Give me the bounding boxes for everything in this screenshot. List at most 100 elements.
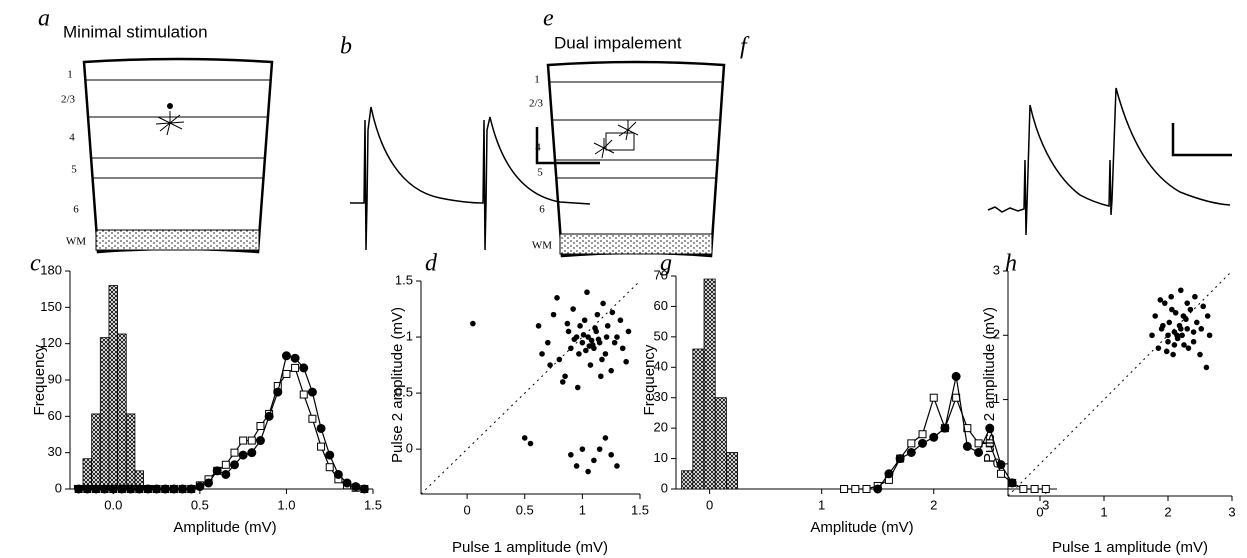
point-marker <box>82 484 92 494</box>
panel-label: c <box>30 251 41 277</box>
x-tick-label: 3 <box>1228 504 1235 519</box>
point-marker <box>996 460 1006 470</box>
scatter-point <box>617 317 624 324</box>
scatter-point <box>589 342 596 348</box>
point-marker <box>169 484 179 494</box>
scatter-point <box>568 451 574 458</box>
scatter-point <box>1185 345 1192 351</box>
point-marker <box>895 454 905 464</box>
scatter-point <box>602 351 609 357</box>
point-marker <box>951 371 961 381</box>
layer-label: WM <box>532 240 552 252</box>
point-marker <box>264 411 274 421</box>
point-marker <box>134 484 144 494</box>
scatter-point <box>562 373 568 380</box>
scatter-point <box>1166 319 1173 326</box>
y-tick-label: 30 <box>654 389 668 404</box>
x-axis-label: Pulse 1 amplitude (mV) <box>1052 539 1208 556</box>
y-tick-label: 50 <box>654 328 668 343</box>
point-marker <box>325 450 335 460</box>
scatter-point <box>581 317 588 324</box>
y-tick-label: 3 <box>993 262 1000 277</box>
layer-label: 6 <box>539 204 545 216</box>
histogram-bar <box>82 458 93 490</box>
scatter-point <box>583 347 589 354</box>
x-tick-label: 0 <box>463 502 470 517</box>
point-marker <box>918 438 928 448</box>
y-tick-label: 1 <box>406 328 413 343</box>
scatter-point <box>1192 293 1198 300</box>
panel-label: g <box>660 251 672 277</box>
point-marker <box>985 423 995 433</box>
y-tick-label: 0 <box>993 455 1000 470</box>
point-marker <box>929 393 938 402</box>
y-tick-label: 120 <box>40 335 62 350</box>
scatter-point <box>570 306 576 312</box>
x-axis-label: Amplitude (mV) <box>173 519 276 536</box>
point-marker <box>929 432 939 442</box>
scatter-point <box>611 339 618 346</box>
y-tick-label: 10 <box>654 450 668 465</box>
scatter-point <box>592 325 598 331</box>
scatter-point <box>1194 319 1200 326</box>
layer-label: 4 <box>69 132 75 144</box>
point-marker <box>221 460 230 469</box>
point-marker <box>178 484 188 494</box>
point-marker <box>316 423 326 433</box>
point-marker <box>255 436 265 446</box>
y-tick-label: 0 <box>661 480 668 495</box>
point-marker <box>282 369 291 378</box>
panel-label: b <box>340 34 352 60</box>
scatter-point <box>1152 313 1158 319</box>
point-marker <box>238 450 248 460</box>
point-marker <box>918 430 927 439</box>
histogram-bar <box>108 285 119 490</box>
scatter-point <box>576 351 582 357</box>
histogram-bar <box>681 470 694 490</box>
scatter-point <box>584 289 590 296</box>
x-tick-label: 1.0 <box>277 497 295 512</box>
point-marker <box>108 484 118 494</box>
scatter-point <box>577 323 583 329</box>
point-marker <box>1007 478 1017 488</box>
point-marker <box>229 460 239 470</box>
point-marker <box>906 447 916 457</box>
scatter-point <box>623 358 629 365</box>
scatter-point <box>625 328 632 335</box>
point-marker <box>342 478 352 488</box>
series-line <box>844 395 1046 490</box>
y-tick-label: 90 <box>48 371 62 386</box>
layer-label: 5 <box>71 164 77 176</box>
layer-label: 1 <box>67 69 73 81</box>
point-marker <box>907 439 916 448</box>
scatter-point <box>599 356 605 363</box>
point-marker <box>299 363 309 373</box>
layer-label: 1 <box>534 74 540 86</box>
scatter-point <box>619 345 626 352</box>
y-tick-label: 0 <box>55 480 62 495</box>
y-tick-label: 2 <box>993 327 1000 342</box>
point-marker <box>974 447 984 457</box>
point-marker <box>100 484 110 494</box>
x-tick-label: 0 <box>1036 504 1043 519</box>
scatter-point <box>1178 287 1184 294</box>
scatter-point <box>595 336 602 343</box>
scatter-point <box>1184 326 1190 332</box>
scatter-point <box>568 345 574 352</box>
histogram-bar <box>703 278 716 490</box>
histogram-bar <box>125 413 136 490</box>
scatter-point <box>1172 309 1179 316</box>
scatter-point <box>564 320 571 327</box>
scatter-point <box>585 468 591 475</box>
x-tick-label: 1 <box>1100 504 1107 519</box>
point-marker <box>239 436 248 445</box>
panel-label: h <box>1005 251 1017 277</box>
layer-label: 2/3 <box>61 94 76 106</box>
scatter-point <box>594 311 601 318</box>
voltage-trace: f <box>740 34 1232 236</box>
x-tick-label: 0.0 <box>104 497 122 512</box>
point-marker <box>307 387 317 397</box>
point-marker <box>351 482 361 492</box>
scatter-point <box>544 339 551 346</box>
